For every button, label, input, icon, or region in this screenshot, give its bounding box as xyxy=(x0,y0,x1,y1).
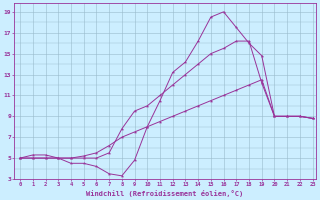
X-axis label: Windchill (Refroidissement éolien,°C): Windchill (Refroidissement éolien,°C) xyxy=(86,190,244,197)
